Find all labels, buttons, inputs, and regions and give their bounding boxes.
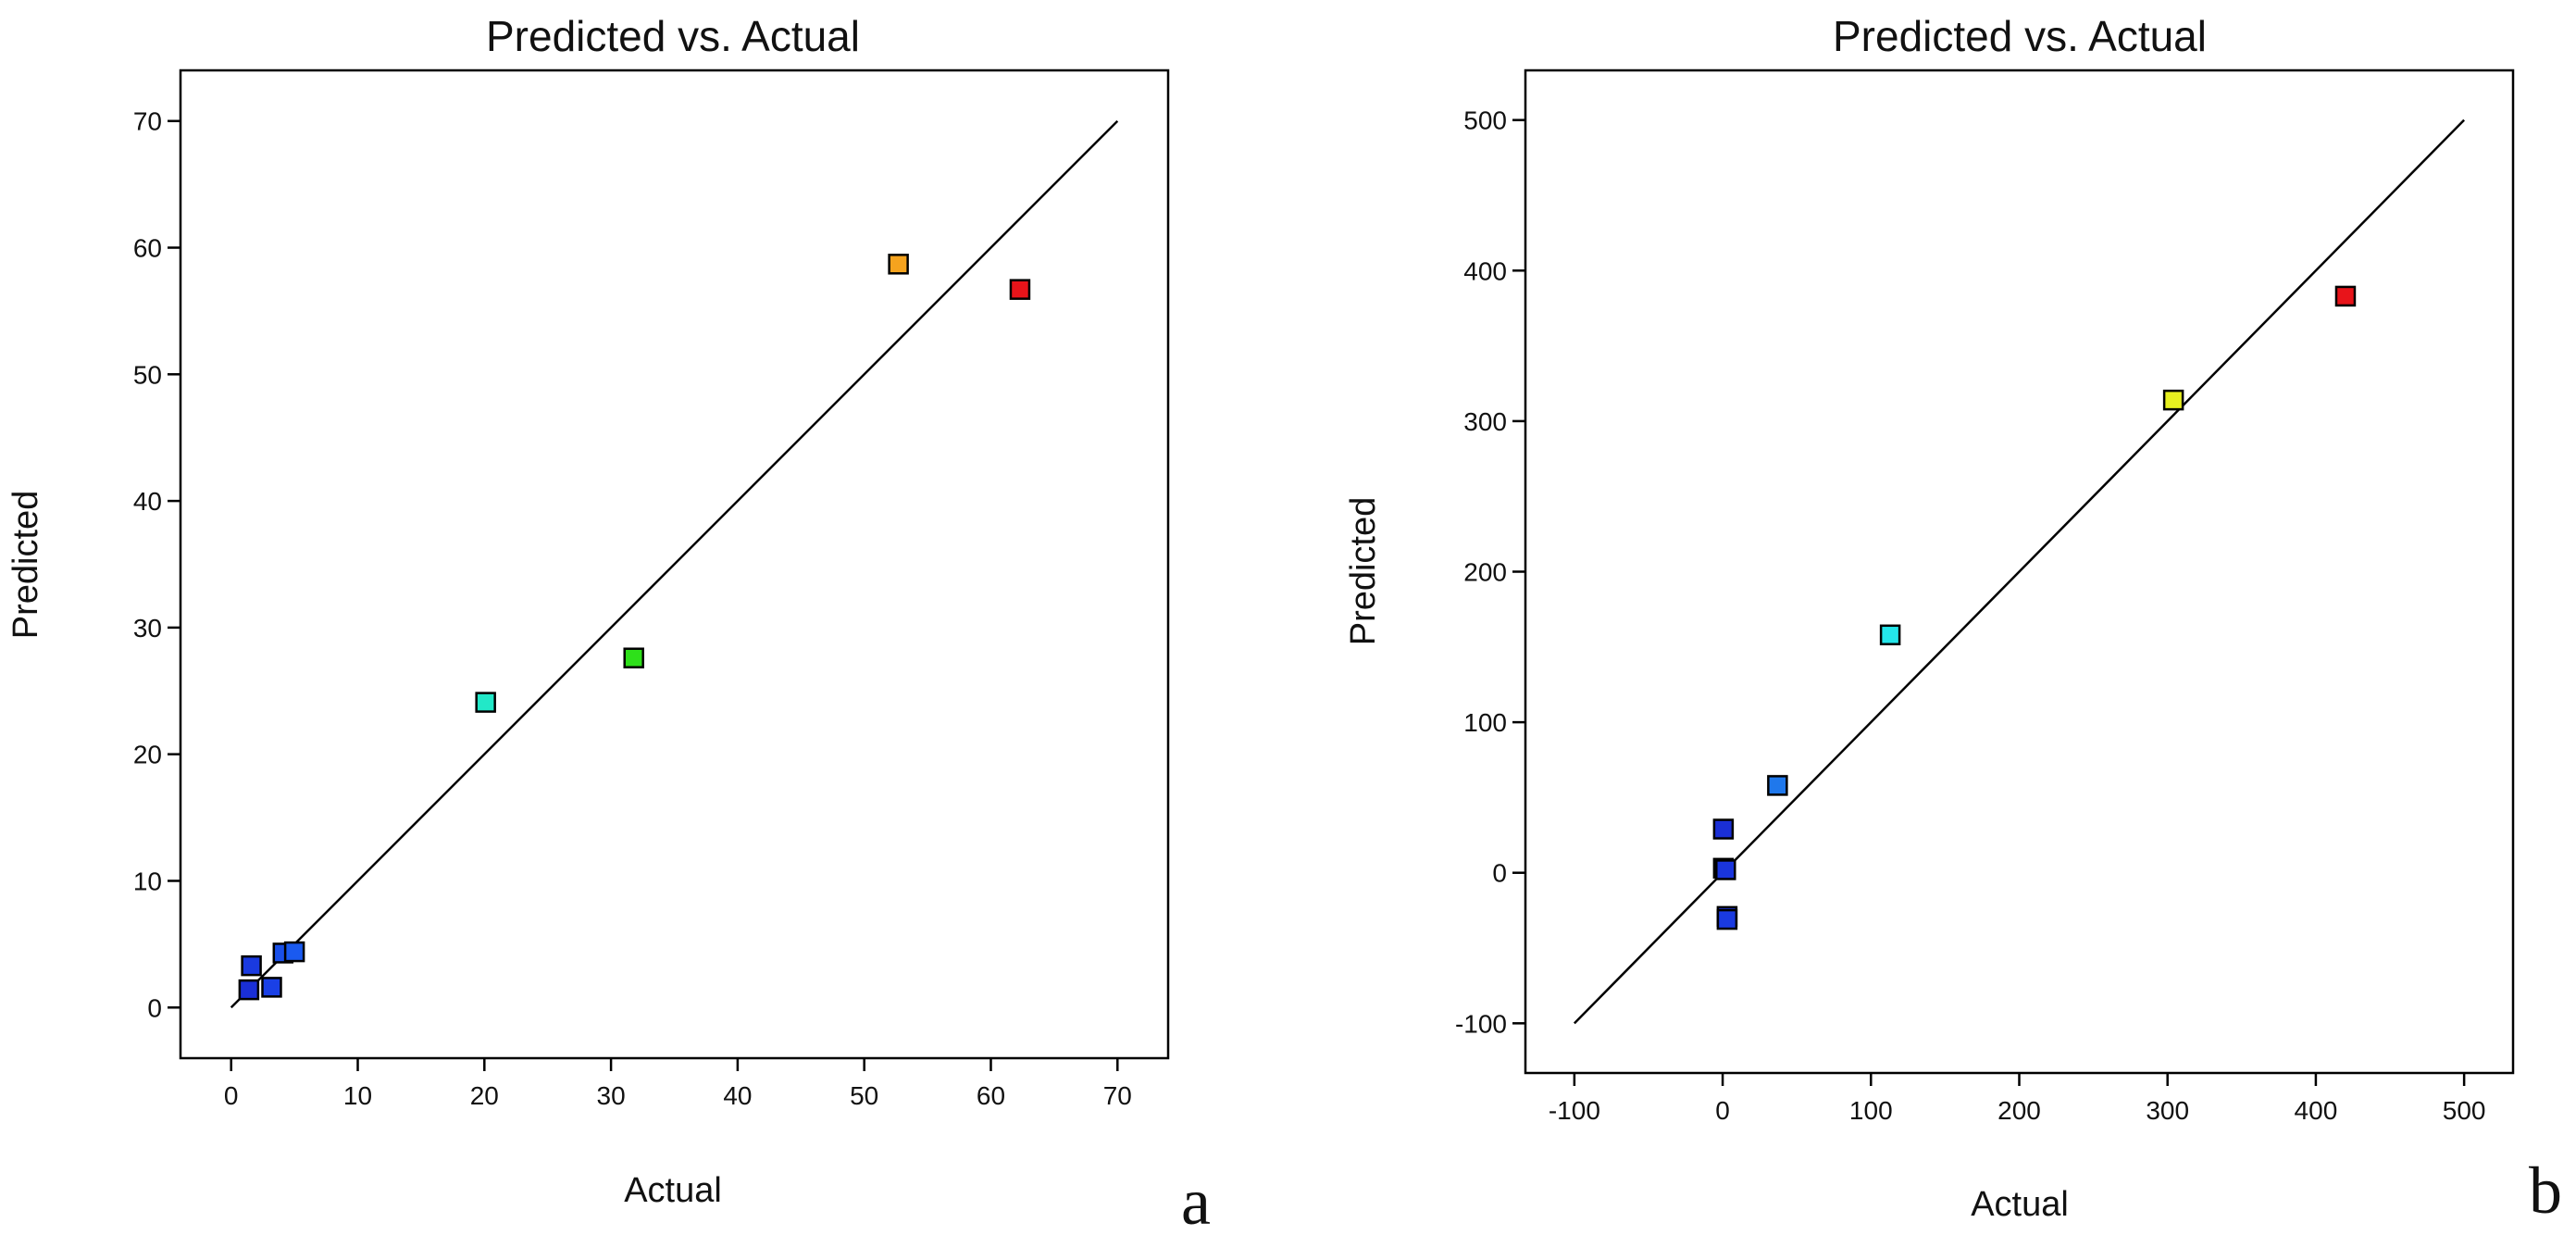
chart-b-point-2 <box>1716 860 1735 879</box>
chart-b-title: Predicted vs. Actual <box>1833 12 2207 60</box>
chart-a-fit-line <box>231 121 1118 1008</box>
chart-a-y-tick-label-7: 70 <box>133 107 162 136</box>
chart-a-x-tick-label-0: 0 <box>224 1081 239 1110</box>
chart-b-x-tick-label-2: 100 <box>1849 1096 1893 1125</box>
chart-b-point-4 <box>1718 910 1736 929</box>
chart-a-point-1 <box>243 956 261 975</box>
chart-a-title: Predicted vs. Actual <box>486 12 860 60</box>
figure: Predicted vs. Actual 0 10 20 30 40 50 60 70 0 10… <box>0 0 2576 1235</box>
chart-a-point-6 <box>625 649 643 667</box>
chart-b-x-ticks: -100 0 100 200 300 400 500 <box>1549 1073 2486 1125</box>
chart-a-x-ticks: 0 10 20 30 40 50 60 70 <box>224 1058 1132 1110</box>
chart-a-y-axis-label: Predicted <box>6 491 45 640</box>
chart-b-point-8 <box>2336 287 2355 306</box>
chart-b-y-tick-label-5: 400 <box>1463 256 1507 285</box>
chart-a-x-tick-label-4: 40 <box>723 1081 752 1110</box>
chart-a-point-0 <box>240 980 258 999</box>
chart-a-x-tick-label-6: 60 <box>977 1081 1005 1110</box>
chart-b-x-tick-label-1: 0 <box>1715 1096 1730 1125</box>
chart-b-panel-label: b <box>2529 1154 2562 1228</box>
chart-b-x-tick-label-0: -100 <box>1549 1096 1600 1125</box>
chart-a-x-tick-label-2: 20 <box>470 1081 499 1110</box>
chart-b: Predicted vs. Actual -100 0 100 200 300 400 50… <box>1344 12 2562 1228</box>
chart-b-x-tick-label-4: 300 <box>2146 1096 2189 1125</box>
chart-b-x-tick-label-6: 500 <box>2443 1096 2486 1125</box>
chart-b-y-tick-label-6: 500 <box>1463 106 1507 135</box>
chart-b-y-tick-label-3: 200 <box>1463 558 1507 587</box>
chart-a: Predicted vs. Actual 0 10 20 30 40 50 60 70 0 10… <box>6 12 1211 1235</box>
chart-a-panel-label: a <box>1181 1165 1211 1235</box>
chart-b-y-tick-label-2: 100 <box>1463 708 1507 737</box>
chart-a-y-tick-label-3: 30 <box>133 614 162 642</box>
chart-a-point-2 <box>262 978 280 996</box>
chart-a-point-7 <box>890 255 908 273</box>
chart-a-x-tick-label-7: 70 <box>1103 1081 1132 1110</box>
chart-a-point-8 <box>1011 281 1029 299</box>
chart-a-x-tick-label-1: 10 <box>343 1081 372 1110</box>
chart-a-x-axis-label: Actual <box>624 1171 722 1210</box>
chart-b-x-tick-label-3: 200 <box>1997 1096 2041 1125</box>
chart-a-point-5 <box>477 693 495 712</box>
chart-b-y-ticks: -100 0 100 200 300 400 500 <box>1455 106 1525 1039</box>
chart-a-points <box>240 255 1029 999</box>
chart-a-point-4 <box>285 942 304 961</box>
chart-a-y-tick-label-1: 10 <box>133 867 162 895</box>
chart-a-y-tick-label-0: 0 <box>147 993 162 1022</box>
chart-b-points <box>1714 287 2355 929</box>
chart-a-y-tick-label-5: 50 <box>133 360 162 389</box>
chart-a-y-tick-label-2: 20 <box>133 741 162 769</box>
chart-b-point-7 <box>2164 391 2183 409</box>
chart-b-y-tick-label-4: 300 <box>1463 407 1507 436</box>
chart-a-y-ticks: 0 10 20 30 40 50 60 70 <box>133 107 180 1023</box>
chart-b-y-tick-label-0: -100 <box>1455 1009 1507 1038</box>
chart-b-fit-line <box>1574 120 2464 1024</box>
chart-b-x-tick-label-5: 400 <box>2295 1096 2338 1125</box>
chart-b-x-axis-label: Actual <box>1971 1185 2069 1224</box>
chart-a-x-tick-label-5: 50 <box>850 1081 878 1110</box>
chart-a-y-tick-label-4: 40 <box>133 487 162 516</box>
chart-b-y-tick-label-1: 0 <box>1492 859 1507 888</box>
chart-b-y-axis-label: Predicted <box>1344 497 1383 646</box>
chart-b-point-5 <box>1768 776 1786 794</box>
chart-a-y-tick-label-6: 60 <box>133 234 162 263</box>
chart-b-point-0 <box>1714 820 1733 839</box>
chart-a-x-tick-label-3: 30 <box>597 1081 626 1110</box>
chart-b-point-6 <box>1881 626 1899 644</box>
